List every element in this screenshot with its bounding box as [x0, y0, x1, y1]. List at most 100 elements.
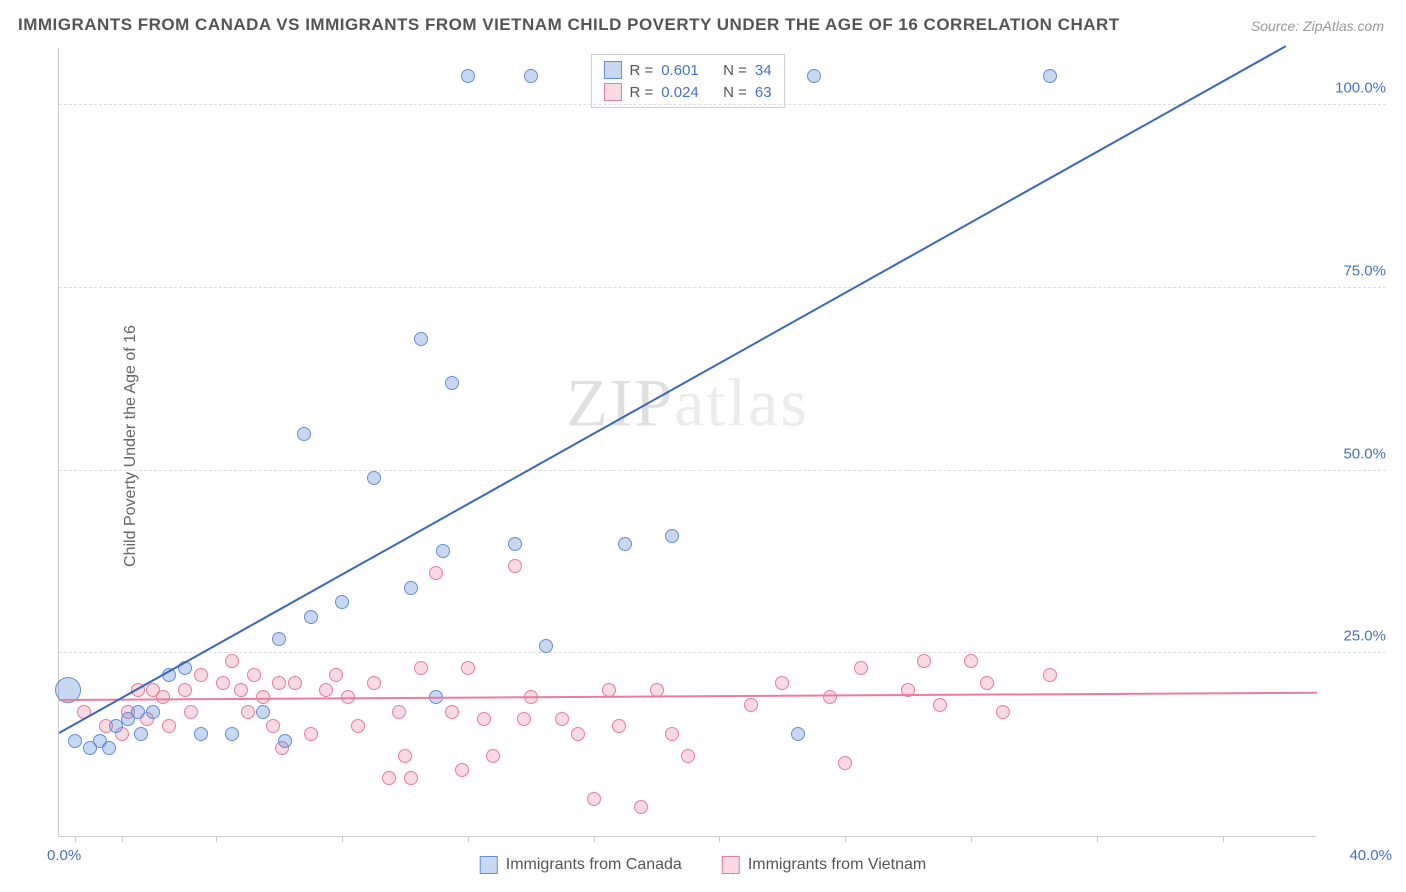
y-tick-label: 75.0%: [1343, 263, 1386, 280]
point-canada: [665, 529, 679, 543]
point-vietnam: [241, 705, 255, 719]
point-vietnam: [234, 683, 248, 697]
point-vietnam: [681, 749, 695, 763]
gridline: [59, 287, 1386, 288]
point-vietnam: [996, 705, 1010, 719]
point-canada: [278, 734, 292, 748]
point-vietnam: [414, 661, 428, 675]
point-canada: [109, 719, 123, 733]
point-vietnam: [612, 719, 626, 733]
point-canada: [414, 332, 428, 346]
point-canada: [297, 427, 311, 441]
chart-title: IMMIGRANTS FROM CANADA VS IMMIGRANTS FRO…: [18, 15, 1120, 35]
y-tick-label: 25.0%: [1343, 628, 1386, 645]
point-vietnam: [266, 719, 280, 733]
point-vietnam: [216, 676, 230, 690]
point-vietnam: [854, 661, 868, 675]
n-value: 63: [755, 84, 772, 101]
point-vietnam: [445, 705, 459, 719]
legend-label: Immigrants from Vietnam: [748, 856, 926, 874]
point-canada: [272, 632, 286, 646]
point-vietnam: [272, 676, 286, 690]
point-canada: [68, 734, 82, 748]
x-tick: [216, 836, 217, 842]
x-tick: [1097, 836, 1098, 842]
point-canada: [791, 727, 805, 741]
point-vietnam: [367, 676, 381, 690]
point-vietnam: [319, 683, 333, 697]
point-vietnam: [225, 654, 239, 668]
point-canada: [539, 639, 553, 653]
point-canada: [508, 537, 522, 551]
r-value: 0.601: [661, 62, 699, 79]
x-max-tick-label: 40.0%: [1349, 847, 1392, 864]
point-canada: [618, 537, 632, 551]
trendline-canada: [59, 45, 1287, 733]
point-canada: [335, 595, 349, 609]
x-tick: [468, 836, 469, 842]
point-canada: [256, 705, 270, 719]
plot-area: ZIPatlas 0.0% 40.0% R =0.601 N =34R =0.0…: [58, 48, 1316, 837]
n-label: N =: [723, 84, 747, 101]
point-vietnam: [455, 763, 469, 777]
point-vietnam: [517, 712, 531, 726]
point-vietnam: [329, 668, 343, 682]
y-tick-label: 100.0%: [1335, 80, 1386, 97]
point-vietnam: [461, 661, 475, 675]
x-tick: [594, 836, 595, 842]
legend-swatch: [603, 83, 621, 101]
stats-legend-row: R = 0.601 N = 34: [603, 59, 771, 81]
x-tick: [845, 836, 846, 842]
watermark-a: ZIP: [566, 364, 674, 440]
r-value: 0.024: [661, 84, 699, 101]
point-canada: [461, 69, 475, 83]
point-vietnam: [980, 676, 994, 690]
point-vietnam: [917, 654, 931, 668]
point-vietnam: [351, 719, 365, 733]
point-vietnam: [194, 668, 208, 682]
point-vietnam: [587, 792, 601, 806]
point-canada: [102, 741, 116, 755]
correlation-chart: IMMIGRANTS FROM CANADA VS IMMIGRANTS FRO…: [0, 0, 1406, 892]
point-vietnam: [429, 566, 443, 580]
point-vietnam: [665, 727, 679, 741]
point-canada: [367, 471, 381, 485]
point-vietnam: [486, 749, 500, 763]
point-canada: [436, 544, 450, 558]
gridline: [59, 652, 1386, 653]
point-vietnam: [823, 690, 837, 704]
point-vietnam: [555, 712, 569, 726]
point-canada: [404, 581, 418, 595]
point-vietnam: [247, 668, 261, 682]
series-legend: Immigrants from CanadaImmigrants from Vi…: [480, 856, 926, 874]
point-vietnam: [392, 705, 406, 719]
point-canada: [807, 69, 821, 83]
point-vietnam: [156, 690, 170, 704]
r-label: R =: [629, 62, 653, 79]
x-origin-tick-label: 0.0%: [47, 847, 81, 864]
x-tick: [971, 836, 972, 842]
y-tick-label: 50.0%: [1343, 445, 1386, 462]
point-vietnam: [744, 698, 758, 712]
legend-swatch: [603, 61, 621, 79]
watermark: ZIPatlas: [566, 363, 809, 442]
point-vietnam: [1043, 668, 1057, 682]
x-tick: [122, 836, 123, 842]
x-tick: [719, 836, 720, 842]
point-vietnam: [838, 756, 852, 770]
n-value: 34: [755, 62, 772, 79]
point-canada: [134, 727, 148, 741]
point-vietnam: [634, 800, 648, 814]
n-label: N =: [723, 62, 747, 79]
point-vietnam: [404, 771, 418, 785]
point-vietnam: [184, 705, 198, 719]
point-vietnam: [964, 654, 978, 668]
point-canada: [146, 705, 160, 719]
point-vietnam: [162, 719, 176, 733]
point-vietnam: [398, 749, 412, 763]
point-canada: [524, 69, 538, 83]
stats-legend-row: R =0.024 N =63: [603, 81, 771, 103]
point-vietnam: [304, 727, 318, 741]
legend-swatch: [480, 856, 498, 874]
legend-item: Immigrants from Vietnam: [722, 856, 926, 874]
